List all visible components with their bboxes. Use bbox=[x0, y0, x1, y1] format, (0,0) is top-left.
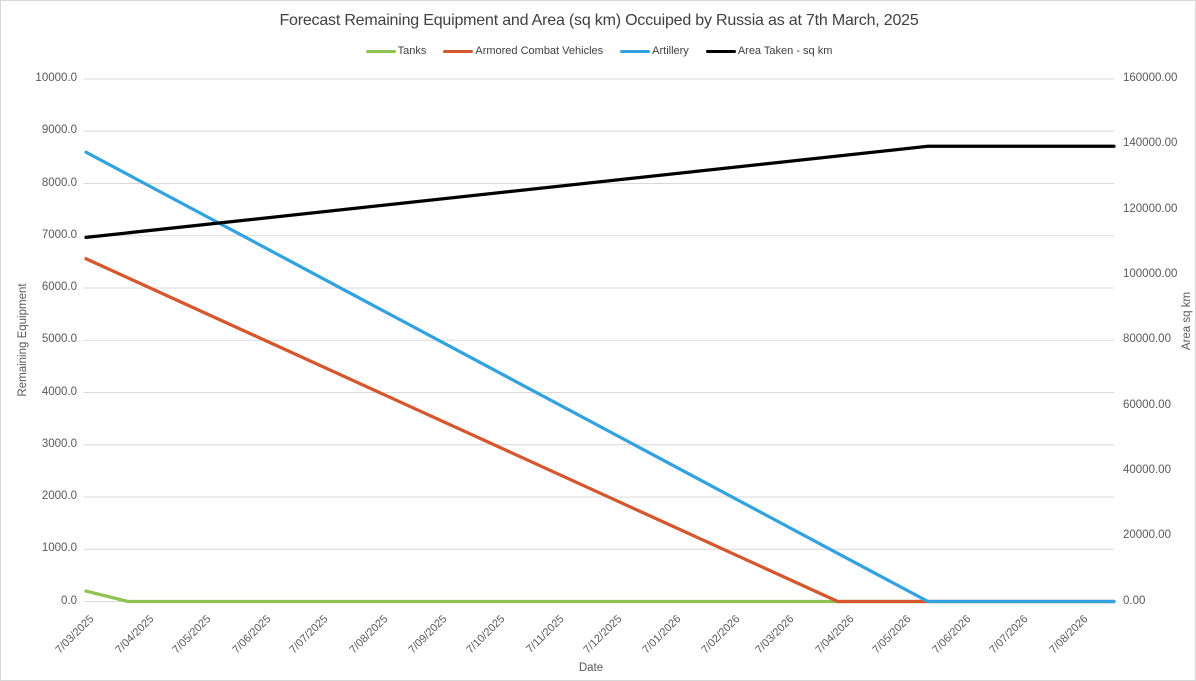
y-right-tick-label: 20000.00 bbox=[1123, 529, 1171, 542]
y-right-tick-label: 80000.00 bbox=[1123, 333, 1171, 346]
legend-line-swatch bbox=[365, 49, 396, 53]
y-left-tick-label: 0.0 bbox=[61, 594, 77, 607]
y-right-tick-label: 140000.00 bbox=[1123, 137, 1178, 150]
y-right-tick-label: 120000.00 bbox=[1123, 202, 1178, 215]
legend-item-area-taken-sq-km: Area Taken - sq km bbox=[705, 45, 833, 57]
legend-line-swatch bbox=[620, 49, 651, 53]
legend-line-swatch bbox=[443, 49, 474, 53]
legend-item-artillery: Artillery bbox=[620, 45, 689, 57]
legend: Tanks Armored Combat Vehicles Artillery Are… bbox=[1, 45, 1195, 57]
y-left-tick-label: 7000.0 bbox=[41, 228, 77, 241]
y-left-tick-label: 8000.0 bbox=[41, 176, 77, 189]
y-left-tick-label: 4000.0 bbox=[41, 385, 77, 398]
y-left-tick-label: 2000.0 bbox=[41, 490, 77, 502]
y-right-tick-label: 100000.00 bbox=[1123, 267, 1178, 280]
y-right-tick-label: 0.00 bbox=[1123, 594, 1146, 607]
legend-label: Armored Combat Vehicles bbox=[475, 45, 604, 57]
series-line-tanks bbox=[84, 589, 1116, 604]
chart-title: Forecast Remaining Equipment and Area (s… bbox=[279, 12, 919, 29]
y-axis-right-title: Area sq km bbox=[1181, 291, 1193, 351]
x-axis-title: Date bbox=[578, 662, 604, 674]
y-axis-left-title: Remaining Equipment bbox=[17, 283, 29, 397]
legend-label: Area Taken - sq km bbox=[737, 45, 833, 57]
legend-item-armored-combat-vehicles: Armored Combat Vehicles bbox=[443, 45, 603, 57]
y-left-tick-label: 6000.0 bbox=[41, 281, 77, 293]
legend-item-tanks: Tanks bbox=[365, 45, 427, 57]
y-left-tick-label: 9000.0 bbox=[41, 124, 77, 137]
series-lines bbox=[84, 144, 1116, 604]
y-right-tick-label: 60000.00 bbox=[1123, 398, 1171, 411]
y-left-tick-label: 1000.0 bbox=[41, 542, 77, 555]
y-right-tick-label: 160000.00 bbox=[1123, 72, 1178, 84]
series-line-area-taken-sq-km bbox=[84, 144, 1116, 240]
series-line-artillery bbox=[84, 150, 1116, 604]
y-left-tick-label: 3000.0 bbox=[41, 437, 77, 450]
y-left-tick-label: 5000.0 bbox=[41, 333, 77, 346]
series-line-armored-combat-vehicles bbox=[84, 257, 1116, 604]
legend-label: Artillery bbox=[652, 45, 689, 57]
legend-label: Tanks bbox=[397, 45, 427, 57]
y-left-tick-label: 10000.0 bbox=[35, 72, 77, 84]
gridlines bbox=[84, 78, 1114, 602]
legend-line-swatch bbox=[705, 49, 736, 53]
y-right-tick-label: 40000.00 bbox=[1123, 463, 1171, 476]
